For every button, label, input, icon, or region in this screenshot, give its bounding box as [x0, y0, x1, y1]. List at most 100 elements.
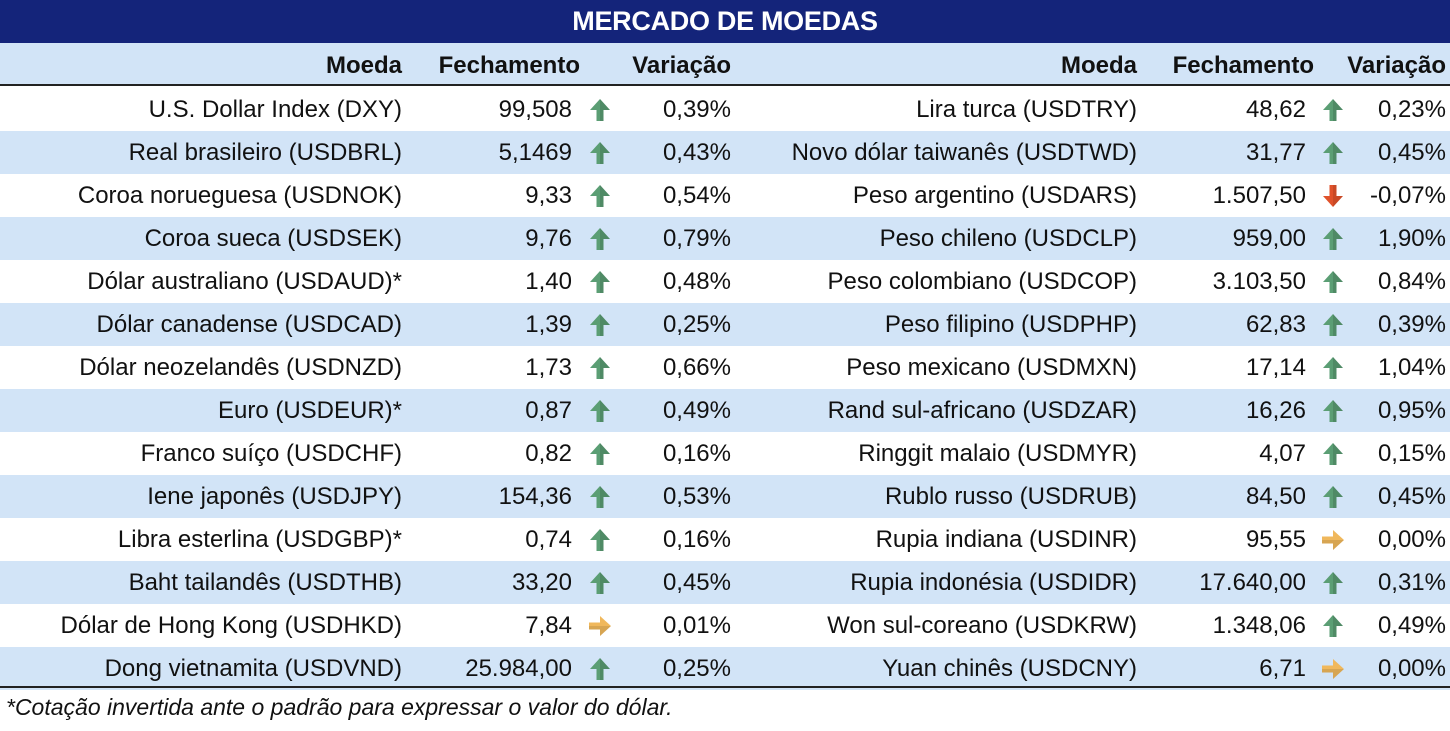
arrow-up-icon [1321, 356, 1345, 380]
right-close-value: 3.103,50 [1212, 268, 1306, 295]
left-close-value: 1,39 [525, 311, 572, 338]
right-close-value: 959,00 [1232, 225, 1306, 252]
left-change-value: 0,43% [662, 139, 731, 166]
right-currency-name: Ringgit malaio (USDMYR) [858, 440, 1137, 467]
left-currency-name: Iene japonês (USDJPY) [147, 483, 402, 510]
table-row: Dólar de Hong Kong (USDHKD) 7,84 0,01% Won … [0, 604, 1450, 647]
arrow-up-icon [588, 141, 612, 165]
right-close-value: 17,14 [1245, 354, 1306, 381]
right-header-change: Variação [1347, 52, 1446, 79]
right-currency-name: Rand sul-africano (USDZAR) [827, 397, 1137, 424]
right-currency-name: Rupia indonésia (USDIDR) [850, 569, 1137, 596]
right-change-value: 0,00% [1377, 655, 1446, 682]
right-header-currency: Moeda [1060, 52, 1137, 79]
right-close-value: 1.348,06 [1212, 612, 1306, 639]
right-currency-name: Peso argentino (USDARS) [852, 182, 1137, 209]
left-change-value: 0,16% [662, 440, 731, 467]
right-change-value: 0,00% [1377, 526, 1446, 553]
left-close-value: 33,20 [511, 569, 572, 596]
arrow-up-icon [1321, 98, 1345, 122]
left-currency-name: Coroa sueca (USDSEK) [144, 225, 402, 252]
left-currency-name: Baht tailandês (USDTHB) [128, 569, 402, 596]
table-bottom-rule [0, 686, 1450, 688]
left-close-value: 5,1469 [498, 139, 572, 166]
right-currency-name: Peso chileno (USDCLP) [879, 225, 1137, 252]
table-row: Dong vietnamita (USDVND) 25.984,00 0,25% Yu… [0, 647, 1450, 690]
left-change-value: 0,53% [662, 483, 731, 510]
left-header-change: Variação [632, 52, 731, 79]
right-close-value: 6,71 [1259, 655, 1306, 682]
left-change-value: 0,79% [662, 225, 731, 252]
left-currency-name: Libra esterlina (USDGBP)* [117, 526, 402, 553]
right-close-value: 17.640,00 [1199, 569, 1306, 596]
left-change-value: 0,48% [662, 268, 731, 295]
left-change-value: 0,39% [662, 96, 731, 123]
right-close-value: 48,62 [1245, 96, 1306, 123]
arrow-up-icon [1321, 571, 1345, 595]
left-change-value: 0,54% [662, 182, 731, 209]
right-change-value: 1,04% [1377, 354, 1446, 381]
arrow-down-icon [1321, 184, 1345, 208]
left-close-value: 9,33 [525, 182, 572, 209]
arrow-up-icon [588, 98, 612, 122]
right-header-close: Fechamento [1172, 52, 1314, 79]
arrow-up-icon [1321, 614, 1345, 638]
table-title: MERCADO DE MOEDAS [0, 0, 1450, 43]
title-text: MERCADO DE MOEDAS [572, 6, 878, 36]
arrow-up-icon [588, 571, 612, 595]
right-close-value: 62,83 [1245, 311, 1306, 338]
right-change-value: 0,45% [1377, 139, 1446, 166]
right-change-value: 0,15% [1377, 440, 1446, 467]
table-row: Dólar australiano (USDAUD)* 1,40 0,48% Peso… [0, 260, 1450, 303]
right-currency-name: Rupia indiana (USDINR) [875, 526, 1137, 553]
left-close-value: 1,73 [525, 354, 572, 381]
left-close-value: 25.984,00 [465, 655, 572, 682]
right-currency-name: Rublo russo (USDRUB) [884, 483, 1137, 510]
arrow-up-icon [588, 184, 612, 208]
left-currency-name: U.S. Dollar Index (DXY) [148, 96, 402, 123]
arrow-up-icon [588, 399, 612, 423]
left-close-value: 1,40 [525, 268, 572, 295]
right-currency-name: Peso filipino (USDPHP) [884, 311, 1137, 338]
table-row: Dólar neozelandês (USDNZD) 1,73 0,66% Peso … [0, 346, 1450, 389]
right-close-value: 31,77 [1245, 139, 1306, 166]
left-header-currency: Moeda [325, 52, 402, 79]
left-currency-name: Franco suíço (USDCHF) [140, 440, 402, 467]
arrow-right-icon [1321, 657, 1345, 681]
left-header-close: Fechamento [438, 52, 580, 79]
left-close-value: 0,74 [525, 526, 572, 553]
right-close-value: 4,07 [1259, 440, 1306, 467]
left-currency-name: Dólar canadense (USDCAD) [96, 311, 402, 338]
left-currency-name: Dólar neozelandês (USDNZD) [79, 354, 402, 381]
arrow-right-icon [1321, 528, 1345, 552]
right-close-value: 95,55 [1245, 526, 1306, 553]
footnote: *Cotação invertida ante o padrão para ex… [6, 694, 673, 720]
right-change-value: 0,45% [1377, 483, 1446, 510]
table-row: Euro (USDEUR)* 0,87 0,49% Rand sul-africano… [0, 389, 1450, 432]
right-currency-name: Peso colombiano (USDCOP) [827, 268, 1137, 295]
table-row: Dólar canadense (USDCAD) 1,39 0,25% Peso fi… [0, 303, 1450, 346]
right-close-value: 1.507,50 [1212, 182, 1306, 209]
arrow-up-icon [1321, 399, 1345, 423]
arrow-up-icon [588, 657, 612, 681]
right-currency-name: Novo dólar taiwanês (USDTWD) [791, 139, 1137, 166]
arrow-up-icon [1321, 313, 1345, 337]
left-change-value: 0,45% [662, 569, 731, 596]
left-currency-name: Real brasileiro (USDBRL) [128, 139, 402, 166]
table-row: Libra esterlina (USDGBP)* 0,74 0,16% Rupia … [0, 518, 1450, 561]
table-row: Iene japonês (USDJPY) 154,36 0,53% Rublo ru… [0, 475, 1450, 518]
right-currency-name: Yuan chinês (USDCNY) [882, 655, 1137, 682]
right-change-value: 0,95% [1377, 397, 1446, 424]
left-currency-name: Dong vietnamita (USDVND) [104, 655, 402, 682]
left-change-value: 0,25% [662, 311, 731, 338]
left-currency-name: Dólar de Hong Kong (USDHKD) [60, 612, 402, 639]
right-currency-name: Peso mexicano (USDMXN) [846, 354, 1137, 381]
left-close-value: 7,84 [525, 612, 572, 639]
right-currency-name: Lira turca (USDTRY) [916, 96, 1137, 123]
right-change-value: 0,31% [1377, 569, 1446, 596]
right-currency-name: Won sul-coreano (USDKRW) [827, 612, 1137, 639]
right-change-value: 0,84% [1377, 268, 1446, 295]
left-close-value: 154,36 [498, 483, 572, 510]
left-close-value: 0,87 [525, 397, 572, 424]
left-change-value: 0,49% [662, 397, 731, 424]
